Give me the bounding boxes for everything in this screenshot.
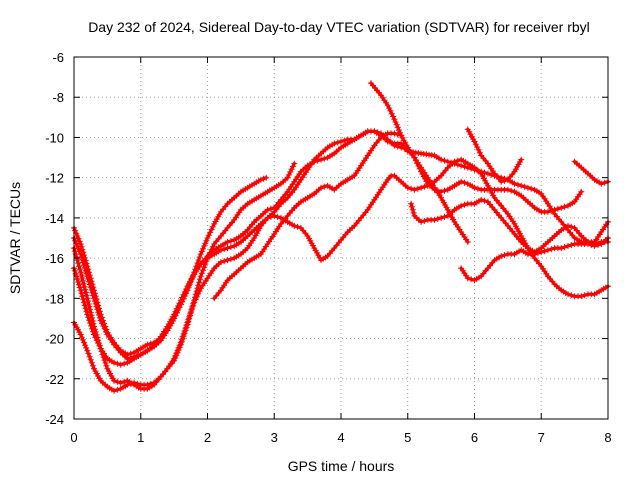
series-sat-10	[464, 126, 525, 185]
series-line	[72, 129, 470, 361]
x-tick-label: 8	[604, 430, 611, 445]
series-sat-9	[458, 239, 611, 284]
x-tick-label: 1	[137, 430, 144, 445]
series-plus-markers	[571, 158, 611, 187]
series-plus-markers	[464, 126, 525, 185]
x-axis-tick-labels: 0 1 2 3 4 5 6 7 8	[70, 430, 611, 445]
series-sat-11	[571, 158, 611, 187]
series-sat-2	[71, 128, 471, 362]
y-tick-label: -22	[45, 372, 64, 387]
y-axis-label: SDTVAR / TECUs	[7, 182, 23, 294]
series-plus-markers	[211, 130, 405, 302]
data-series-group	[71, 80, 611, 394]
y-tick-label: -12	[45, 171, 64, 186]
x-tick-label: 5	[404, 430, 411, 445]
series-plus-markers	[458, 239, 611, 284]
y-tick-label: -16	[45, 251, 64, 266]
y-tick-label: -14	[45, 211, 64, 226]
series-sat-8	[408, 196, 611, 256]
chart-title: Day 232 of 2024, Sidereal Day-to-day VTE…	[88, 19, 590, 35]
x-tick-label: 6	[471, 430, 478, 445]
series-line	[573, 160, 610, 186]
series-line	[212, 131, 403, 300]
series-line	[72, 158, 610, 393]
series-plus-markers	[408, 196, 611, 256]
x-tick-label: 7	[538, 430, 545, 445]
x-axis-label: GPS time / hours	[288, 458, 395, 474]
axis-ticks	[73, 56, 609, 420]
series-sat-5	[71, 160, 298, 392]
y-tick-label: -10	[45, 130, 64, 145]
y-tick-label: -8	[52, 90, 64, 105]
series-sat-6	[211, 130, 405, 302]
x-tick-label: 4	[337, 430, 344, 445]
y-axis-tick-labels: -6 -8 -10 -12 -14 -16 -18 -20 -22 -24	[45, 50, 64, 427]
y-tick-label: -18	[45, 291, 64, 306]
x-tick-label: 3	[271, 430, 278, 445]
x-tick-label: 0	[70, 430, 77, 445]
series-plus-markers	[71, 160, 298, 392]
series-sat-4	[71, 156, 611, 394]
y-tick-label: -20	[45, 332, 64, 347]
series-plus-markers	[71, 128, 471, 362]
series-plus-markers	[368, 80, 585, 215]
x-tick-label: 2	[204, 430, 211, 445]
y-tick-label: -6	[52, 50, 64, 65]
series-plus-markers	[71, 156, 611, 394]
y-tick-label: -24	[45, 412, 64, 427]
series-sat-7	[368, 80, 585, 215]
